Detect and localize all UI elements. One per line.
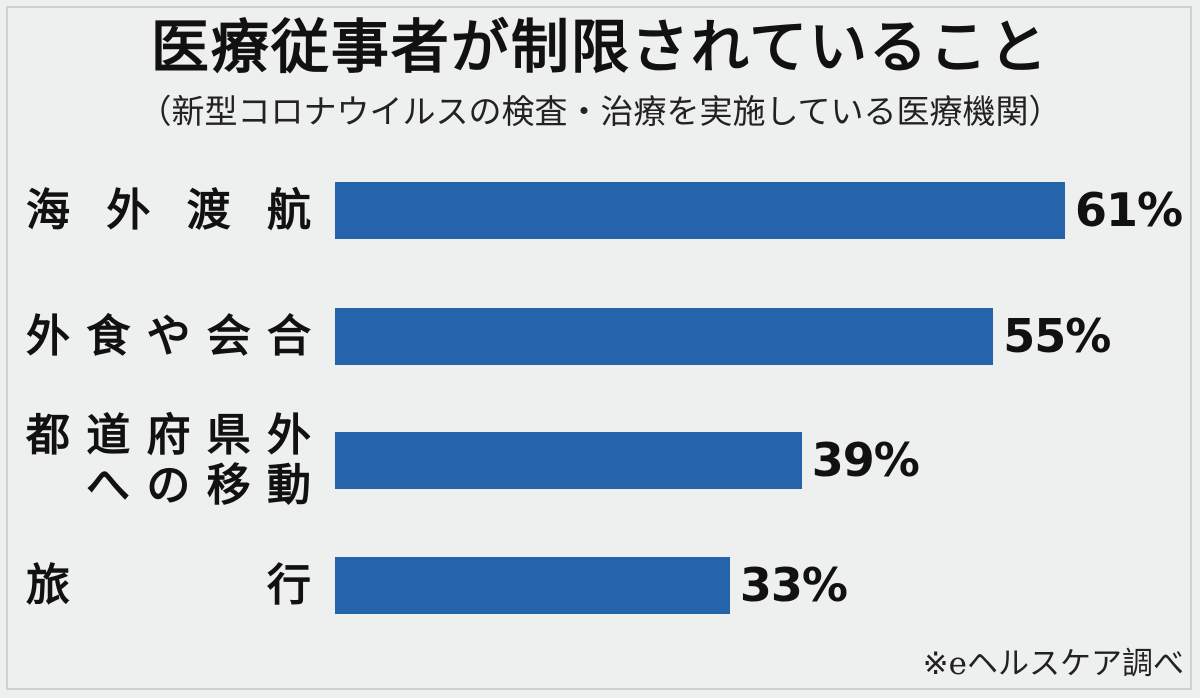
bar xyxy=(335,182,1065,239)
chart-frame xyxy=(6,6,1192,690)
category-label-line: 都道府県外 xyxy=(26,409,311,461)
value-label: 39% xyxy=(811,433,920,487)
category-label: 海外渡航 xyxy=(26,184,311,236)
category-label: 外食や会合 xyxy=(26,310,311,362)
category-label: 旅行 xyxy=(26,559,311,611)
category-label: 都道府県外 への移動 xyxy=(26,409,311,511)
value-label: 33% xyxy=(739,558,848,612)
value-label: 55% xyxy=(1003,309,1111,363)
bar xyxy=(335,432,802,489)
value-label: 61% xyxy=(1075,183,1183,237)
bar xyxy=(335,557,730,614)
chart-title: 医療従事者が制限されていること xyxy=(150,13,1050,81)
chart-subtitle: （新型コロナウイルスの検査・治療を実施している医療機関） xyxy=(138,92,1062,131)
source-note: ※eヘルスケア調べ xyxy=(922,646,1184,682)
bar xyxy=(335,308,994,365)
category-label-line: への移動 xyxy=(86,459,311,511)
